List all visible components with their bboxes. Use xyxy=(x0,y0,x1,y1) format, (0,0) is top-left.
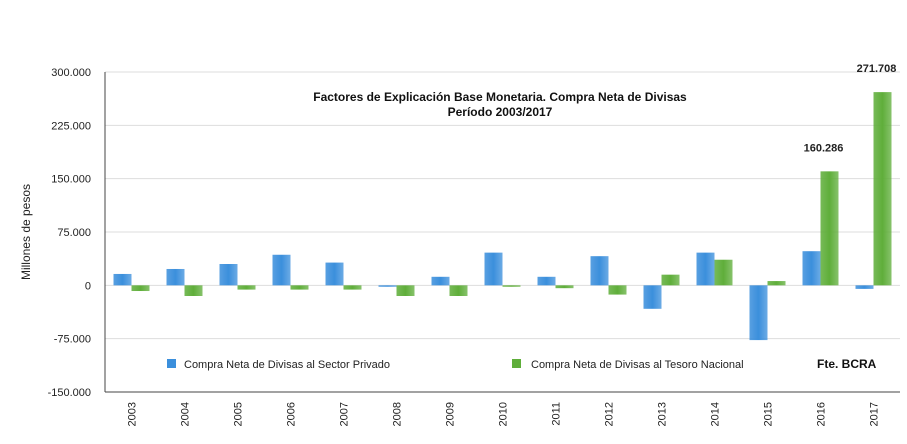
x-tick-label: 2013 xyxy=(657,402,669,426)
x-tick-label: 2008 xyxy=(392,402,404,426)
bar-tesoro-nacional-2013 xyxy=(661,274,680,286)
bar-sector-privado-2006 xyxy=(272,254,291,286)
bar-sector-privado-2014 xyxy=(696,252,715,286)
bar-sector-privado-2017 xyxy=(855,285,874,289)
source-note: Fte. BCRA xyxy=(817,357,877,371)
x-tick-label: 2010 xyxy=(498,402,510,426)
y-tick-label: -75.000 xyxy=(54,334,91,346)
legend-swatch-tesoro-nacional xyxy=(512,359,521,368)
chart-subtitle: Período 2003/2017 xyxy=(448,105,553,119)
legend-label-sector-privado: Compra Neta de Divisas al Sector Privado xyxy=(184,359,390,371)
x-tick-label: 2015 xyxy=(763,402,775,426)
x-tick-label: 2012 xyxy=(604,402,616,426)
x-tick-label: 2016 xyxy=(816,402,828,426)
bar-sector-privado-2005 xyxy=(219,264,238,286)
y-tick-label: 0 xyxy=(85,280,91,292)
bar-tesoro-nacional-2012 xyxy=(608,285,627,295)
legend-swatch-sector-privado xyxy=(167,359,176,368)
x-tick-label: 2003 xyxy=(127,402,139,426)
bar-sector-privado-2008 xyxy=(378,285,397,287)
x-tick-label: 2005 xyxy=(233,402,245,426)
x-tick-labels: 2003 2004 2005 2006 2007 2008 2009 2010 2011 2012… xyxy=(127,402,881,426)
bar-tesoro-nacional-2011 xyxy=(555,285,574,289)
x-tick-label: 2017 xyxy=(869,402,881,426)
x-tick-label: 2007 xyxy=(339,402,351,426)
bar-tesoro-nacional-2003 xyxy=(131,285,150,292)
y-tick-label: 300.000 xyxy=(51,67,91,79)
gridlines xyxy=(105,71,900,393)
bar-tesoro-nacional-2008 xyxy=(396,285,415,296)
y-tick-label: 225.000 xyxy=(51,120,91,132)
bar-sector-privado-2004 xyxy=(166,268,185,286)
data-label: 160.286 xyxy=(804,142,844,154)
y-tick-label: 150.000 xyxy=(51,174,91,186)
bar-tesoro-nacional-2017 xyxy=(873,92,892,286)
bar-tesoro-nacional-2005 xyxy=(237,285,256,290)
bar-tesoro-nacional-2007 xyxy=(343,285,362,290)
chart-title: Factores de Explicación Base Monetaria. … xyxy=(313,90,687,104)
bar-sector-privado-2012 xyxy=(590,256,609,286)
y-axis-label: Millones de pesos xyxy=(19,184,33,280)
bars xyxy=(113,92,892,341)
bar-sector-privado-2015 xyxy=(749,285,768,341)
bar-sector-privado-2016 xyxy=(802,251,821,286)
axes xyxy=(104,72,900,393)
bar-tesoro-nacional-2010 xyxy=(502,285,521,287)
y-tick-label: -150.000 xyxy=(48,387,91,399)
bar-tesoro-nacional-2014 xyxy=(714,259,733,286)
bar-tesoro-nacional-2015 xyxy=(767,281,786,286)
x-tick-label: 2009 xyxy=(445,402,457,426)
bar-sector-privado-2009 xyxy=(431,276,450,286)
bar-sector-privado-2003 xyxy=(113,273,132,286)
y-tick-label: 75.000 xyxy=(57,227,91,239)
legend-label-tesoro-nacional: Compra Neta de Divisas al Tesoro Naciona… xyxy=(531,359,744,371)
x-tick-label: 2004 xyxy=(180,402,192,426)
data-label: 271.708 xyxy=(857,63,897,75)
legend: Compra Neta de Divisas al Sector Privado… xyxy=(167,359,744,371)
bar-sector-privado-2013 xyxy=(643,285,662,309)
bar-sector-privado-2010 xyxy=(484,252,503,286)
bar-sector-privado-2011 xyxy=(537,276,556,286)
x-tick-label: 2014 xyxy=(710,402,722,426)
bar-tesoro-nacional-2004 xyxy=(184,285,203,296)
x-tick-label: 2006 xyxy=(286,402,298,426)
x-tick-label: 2011 xyxy=(551,402,563,426)
bar-tesoro-nacional-2006 xyxy=(290,285,309,290)
y-tick-labels: -150.000 -75.000 0 75.000 150.000 225.000 300.… xyxy=(48,67,91,399)
bar-tesoro-nacional-2016 xyxy=(820,171,839,286)
bar-sector-privado-2007 xyxy=(325,262,344,286)
bar-tesoro-nacional-2009 xyxy=(449,285,468,296)
data-labels: 160.286 271.708 xyxy=(804,63,897,154)
